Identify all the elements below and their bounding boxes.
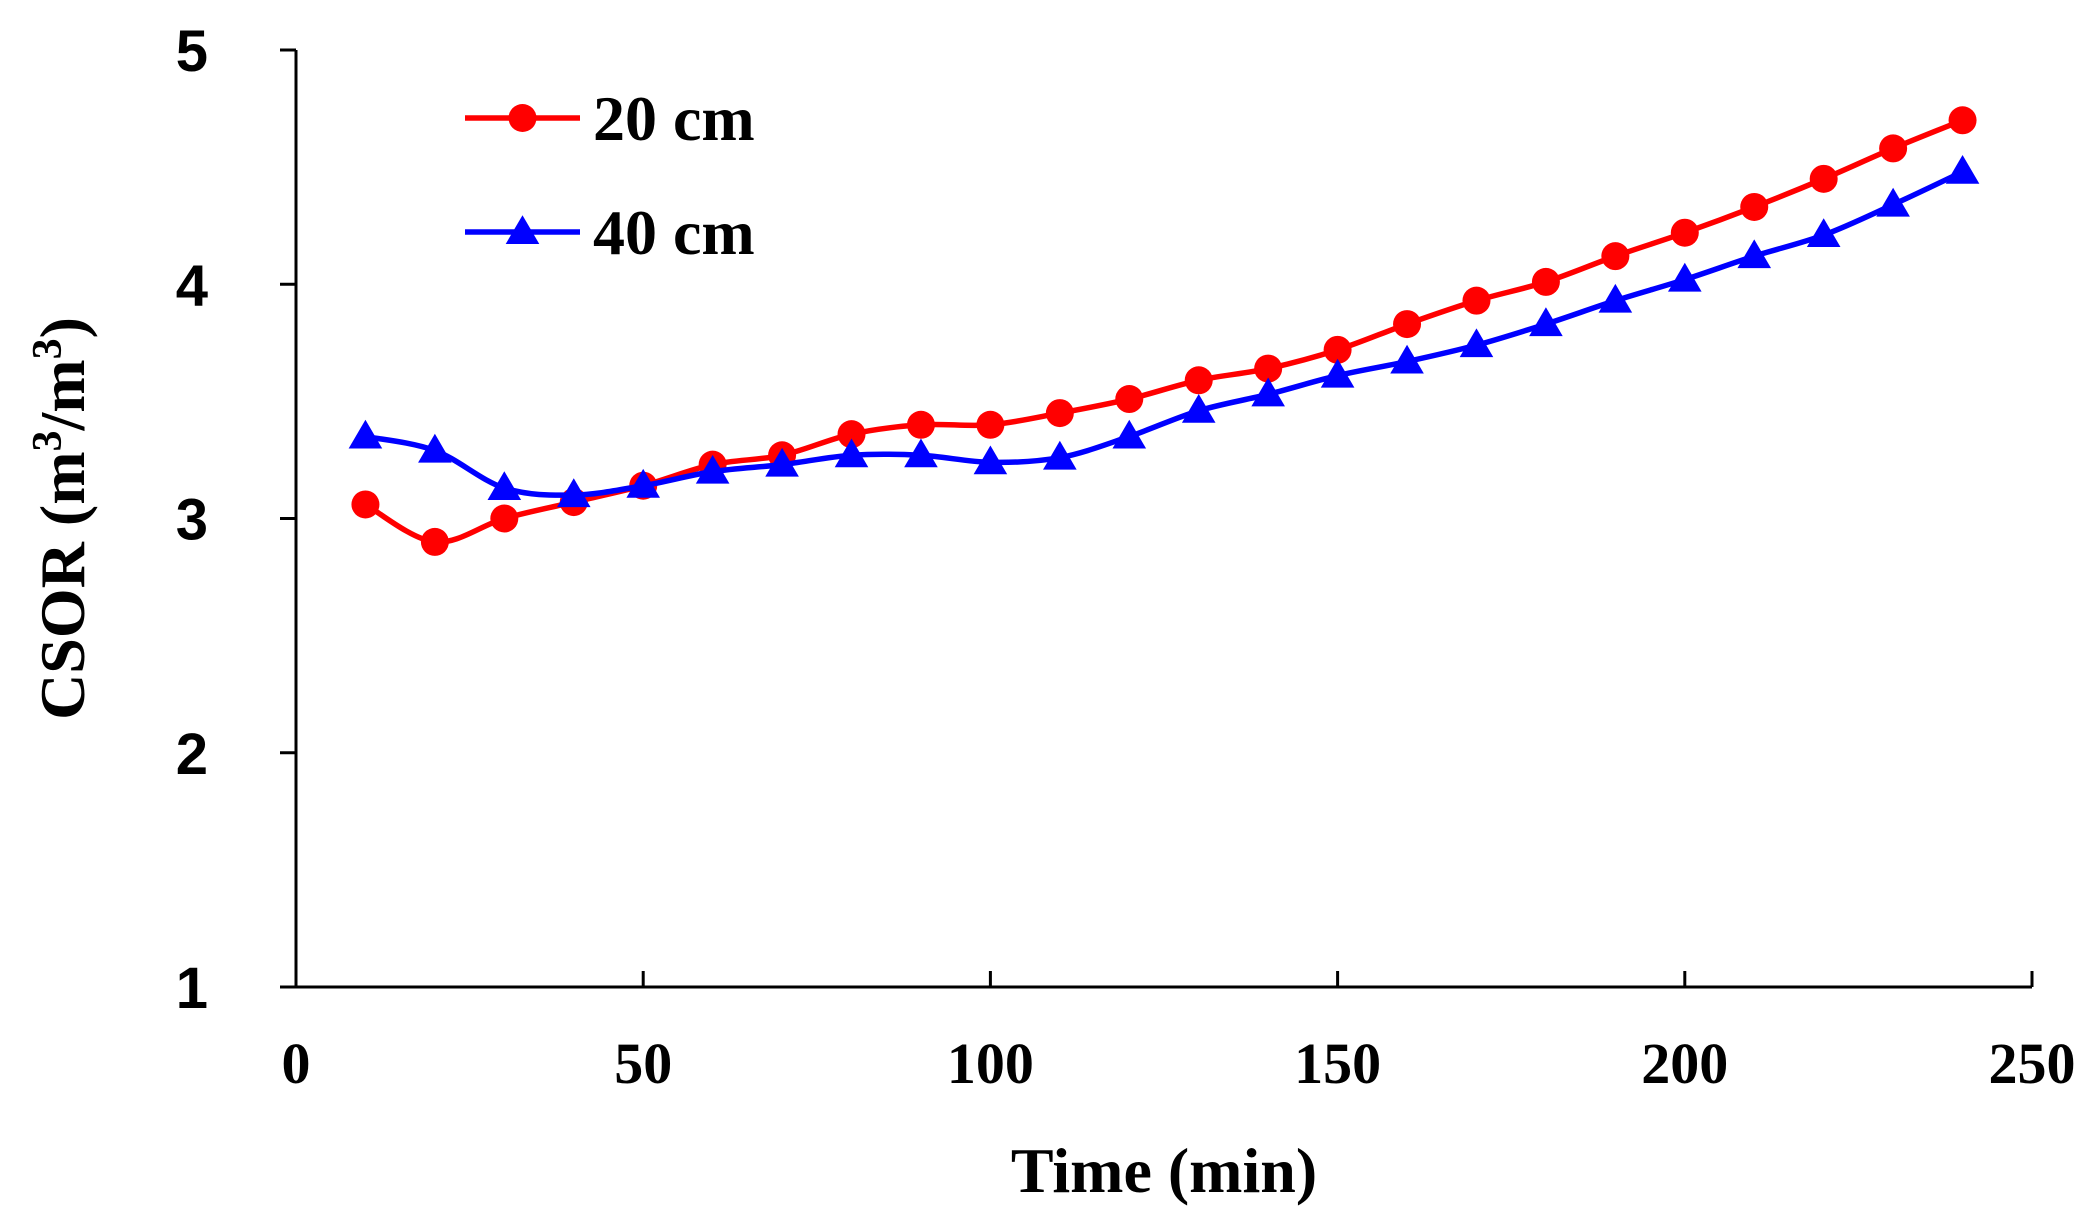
series-line-20-cm [364,117,1964,545]
x-tick-label: 50 [614,1031,672,1096]
x-tick-label: 250 [1989,1031,2076,1096]
y-axis-title-sup1: 3 [25,430,71,451]
legend-label-20-cm: 20 cm [593,83,755,154]
x-tick-label: 150 [1294,1031,1381,1096]
y-tick-label: 4 [176,253,208,318]
data-point-20-cm [1462,286,1491,315]
data-point-40-cm [1737,239,1772,269]
series-layer [348,106,1980,556]
y-tick-label: 3 [176,488,208,553]
x-tick-label: 0 [282,1031,311,1096]
data-point-20-cm [1601,242,1630,271]
data-point-40-cm [1181,393,1216,423]
legend-label-40-cm: 40 cm [593,197,755,268]
data-point-40-cm [834,438,869,468]
data-point-40-cm [487,471,522,501]
data-point-20-cm [420,527,449,556]
data-point-40-cm [1112,419,1147,449]
data-point-40-cm [765,447,799,477]
data-point-20-cm [1740,192,1769,221]
y-tick-label: 1 [176,956,208,1021]
data-point-40-cm [1945,155,1980,184]
data-point-40-cm [1459,328,1494,358]
data-point-40-cm [973,445,1008,475]
legend-item-40-cm: 40 cm [465,197,755,268]
axes [294,50,2032,989]
data-point-20-cm [1254,354,1283,383]
data-point-20-cm [976,410,1005,439]
data-point-40-cm [1529,307,1563,337]
data-point-20-cm [1115,385,1144,414]
legend-marker-40-cm [505,215,540,244]
data-point-40-cm [1320,358,1355,388]
series-20-cm [351,106,1977,556]
x-tick-label: 100 [947,1031,1034,1096]
data-point-40-cm [1043,440,1077,470]
data-point-40-cm [695,454,730,484]
data-point-40-cm [904,438,938,468]
y-axis-title: CSOR (m3/m3) [25,317,98,720]
series-40-cm [348,155,1980,508]
data-point-40-cm [556,478,591,508]
data-point-20-cm [906,410,935,439]
data-point-40-cm [1668,262,1702,292]
y-axis-title-prefix: CSOR (m [27,451,98,719]
data-point-20-cm [351,490,380,519]
data-point-20-cm [1323,335,1352,364]
data-point-40-cm [626,468,660,498]
data-point-20-cm [1531,267,1560,296]
data-point-20-cm [490,504,519,533]
legend-item-20-cm: 20 cm [465,83,755,154]
data-point-20-cm [1184,366,1213,395]
data-point-20-cm [837,420,866,449]
data-point-20-cm [1879,134,1908,163]
data-point-20-cm [1393,310,1422,339]
data-point-20-cm [1045,399,1074,428]
data-point-40-cm [1598,283,1633,313]
y-axis-title-mid: /m [27,359,98,431]
y-tick-label: 2 [176,722,208,787]
x-tick-label: 200 [1641,1031,1728,1096]
data-point-20-cm [1670,218,1699,247]
y-tick-label: 5 [176,19,208,84]
data-point-40-cm [348,419,383,449]
y-axis-title-sup2: 3 [25,338,71,359]
data-point-20-cm [1948,106,1977,135]
data-point-40-cm [418,433,452,463]
data-point-40-cm [1251,377,1285,407]
data-point-40-cm [1876,187,1910,217]
x-axis-title: Time (min) [1011,1135,1317,1206]
legend: 20 cm 40 cm [465,83,755,268]
data-point-40-cm [1390,344,1424,374]
data-point-20-cm [1809,164,1838,193]
legend-marker-20-cm [508,104,537,132]
y-axis-title-suffix: ) [27,317,98,338]
data-point-40-cm [1806,218,1841,248]
